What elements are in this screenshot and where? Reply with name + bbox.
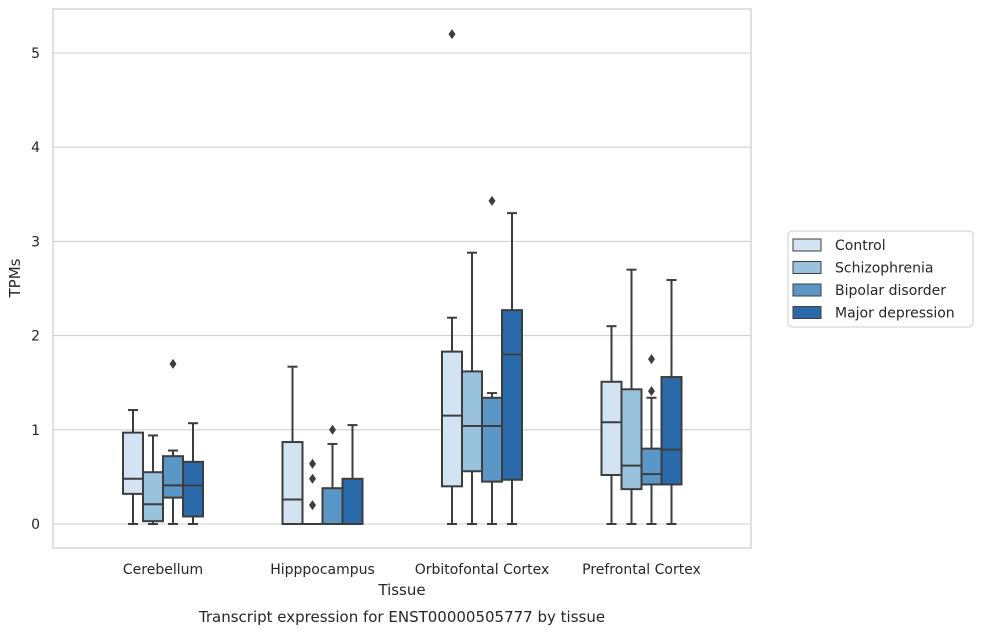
- legend-label: Major depression: [835, 306, 955, 322]
- x-tick-label: Prefrontal Cortex: [582, 562, 701, 578]
- box-2-2: [481, 195, 503, 525]
- box-1-1: [301, 458, 324, 526]
- outlier-point: [648, 386, 655, 397]
- x-tick-label: Cerebellum: [123, 562, 203, 578]
- outlier-point: [329, 424, 336, 435]
- x-axis-label: Tissue: [377, 581, 425, 599]
- box-groups: [122, 29, 683, 526]
- box-1-3: [341, 424, 364, 525]
- legend: Control Schizophrenia Bipolar disorder Majo…: [787, 230, 974, 328]
- y-axis-label: TPMs: [6, 258, 24, 298]
- box-rect: [281, 441, 304, 525]
- legend-swatch: [792, 261, 822, 274]
- box-3-3: [660, 279, 683, 525]
- y-tick-label: 0: [31, 517, 40, 533]
- y-tick-label: 2: [31, 329, 40, 345]
- x-tick-label: Orbitofontal Cortex: [415, 562, 550, 578]
- box-rect: [660, 376, 683, 486]
- y-tick-label: 3: [31, 234, 40, 250]
- box-1-2: [321, 424, 344, 526]
- outlier-point: [648, 354, 655, 365]
- y-tick-label: 1: [31, 423, 40, 439]
- legend-label: Bipolar disorder: [835, 283, 946, 299]
- box-rect: [182, 460, 204, 518]
- legend-swatch: [792, 306, 822, 319]
- legend-frame: [787, 230, 974, 328]
- legend-swatch: [792, 283, 822, 297]
- y-tick-labels: 0 1 2 3 4 5: [31, 46, 40, 533]
- box-3-1: [620, 268, 643, 525]
- legend-label: Schizophrenia: [835, 261, 933, 277]
- outlier-point: [309, 473, 316, 484]
- box-rect: [122, 431, 144, 495]
- legend-label: Control: [835, 238, 886, 254]
- box-rect: [162, 455, 184, 499]
- box-rect: [481, 396, 503, 483]
- box-rect: [620, 388, 643, 491]
- box-rect: [640, 447, 663, 486]
- box-0-2: [162, 358, 184, 525]
- box-rect: [501, 309, 523, 481]
- box-0-3: [182, 422, 204, 525]
- box-2-1: [461, 251, 483, 525]
- box-rect: [341, 477, 364, 525]
- outlier-point: [309, 458, 316, 469]
- box-2-0: [441, 29, 463, 525]
- y-tick-label: 5: [31, 46, 40, 62]
- box-3-2: [640, 354, 663, 525]
- chart-caption: Transcript expression for ENST0000050577…: [198, 608, 605, 626]
- outlier-point: [488, 195, 496, 206]
- outlier-point: [309, 500, 316, 511]
- box-1-0: [281, 365, 304, 525]
- y-tick-label: 4: [31, 140, 40, 156]
- box-rect: [321, 487, 344, 526]
- box-rect: [142, 471, 164, 523]
- box-rect: [441, 350, 463, 488]
- box-2-3: [501, 212, 523, 525]
- box-0-0: [122, 409, 144, 525]
- outlier-point: [448, 29, 456, 40]
- box-rect: [461, 370, 483, 473]
- box-0-1: [142, 434, 164, 525]
- box-3-0: [600, 325, 623, 525]
- legend-swatch: [792, 238, 822, 252]
- box-rect: [600, 380, 623, 477]
- x-tick-labels: Cerebellum Hipppocampus Orbitofontal Corte…: [123, 562, 701, 578]
- x-tick-label: Hipppocampus: [270, 562, 375, 578]
- plot-frame: [52, 8, 752, 549]
- outlier-point: [169, 358, 177, 369]
